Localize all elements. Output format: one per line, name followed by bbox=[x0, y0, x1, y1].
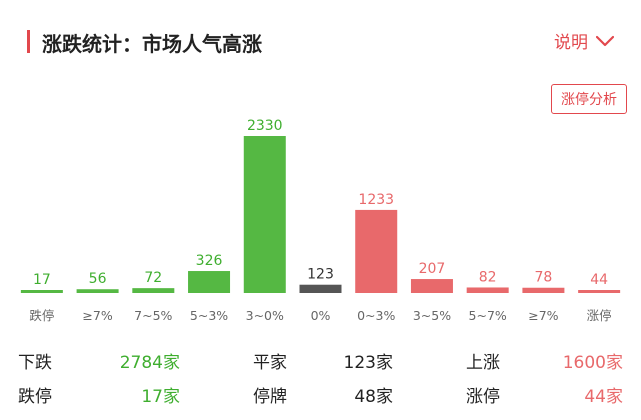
chart-bar bbox=[132, 288, 175, 293]
bar-value-label: 72 bbox=[144, 270, 162, 286]
stats-summary: 下跌 2784家 平家 123家 上涨 1600家 跌停 17家 停牌 48家 … bbox=[0, 338, 641, 420]
bar-value-label: 1233 bbox=[358, 192, 394, 208]
x-axis-tick-label: 5~7% bbox=[469, 308, 507, 323]
bar-value-label: 207 bbox=[419, 261, 446, 277]
chevron-down-icon bbox=[596, 35, 614, 46]
suspended-value: 48家 bbox=[354, 387, 393, 407]
header: 涨跌统计：市场人气高涨 说明 bbox=[0, 0, 641, 80]
bar-value-label: 326 bbox=[196, 253, 223, 269]
x-axis-tick-label: 7~5% bbox=[134, 308, 172, 323]
x-axis-tick-label: 0% bbox=[311, 308, 331, 323]
rise-value: 1600家 bbox=[562, 353, 623, 373]
chart-bar bbox=[243, 136, 286, 293]
limit-down-label: 跌停 bbox=[18, 387, 52, 407]
explain-label: 说明 bbox=[554, 33, 588, 53]
chart-bar bbox=[355, 209, 398, 293]
x-axis-tick-label: 涨停 bbox=[587, 308, 612, 323]
chart-bar bbox=[522, 287, 565, 293]
x-axis-tick-label: ≥7% bbox=[82, 308, 112, 323]
bar-value-label: 123 bbox=[307, 267, 334, 283]
x-axis-tick-label: ≥7% bbox=[528, 308, 558, 323]
limit-up-label: 涨停 bbox=[466, 387, 500, 407]
explain-button[interactable]: 说明 bbox=[554, 28, 614, 53]
limit-down-value: 17家 bbox=[141, 387, 180, 407]
limit-up-analysis-button[interactable]: 涨停分析 bbox=[551, 84, 627, 114]
chart-bar bbox=[299, 284, 342, 293]
x-axis-tick-label: 0~3% bbox=[357, 308, 395, 323]
page-title: 涨跌统计：市场人气高涨 bbox=[42, 32, 262, 56]
chart-bar bbox=[578, 290, 621, 293]
rise-label: 上涨 bbox=[466, 353, 500, 373]
chart-bar bbox=[76, 289, 119, 293]
chart-bar bbox=[466, 287, 509, 293]
bar-value-label: 82 bbox=[479, 269, 497, 285]
flat-value: 123家 bbox=[343, 353, 393, 373]
bar-value-label: 17 bbox=[33, 272, 51, 288]
fall-value: 2784家 bbox=[119, 353, 180, 373]
flat-label: 平家 bbox=[253, 353, 287, 373]
bar-value-label: 56 bbox=[89, 271, 107, 287]
bar-value-label: 44 bbox=[590, 272, 608, 288]
chart-bar bbox=[410, 279, 453, 293]
x-axis-tick-label: 5~3% bbox=[190, 308, 228, 323]
bar-value-label: 2330 bbox=[247, 118, 283, 134]
suspended-label: 停牌 bbox=[253, 387, 287, 407]
up-down-distribution-chart: 17 跌停 56 ≥7% 72 7~5% 326 5~3% 2330 3~0% 123 0% 1233 0… bbox=[20, 118, 621, 323]
chart-bar bbox=[188, 271, 231, 293]
title-accent-bar bbox=[27, 30, 30, 53]
chart-bar bbox=[20, 290, 63, 293]
limit-up-value: 44家 bbox=[584, 387, 623, 407]
x-axis-tick-label: 跌停 bbox=[29, 308, 54, 323]
x-axis-tick-label: 3~0% bbox=[246, 308, 284, 323]
x-axis-tick-label: 3~5% bbox=[413, 308, 451, 323]
bar-value-label: 78 bbox=[534, 270, 552, 286]
fall-label: 下跌 bbox=[18, 353, 52, 373]
